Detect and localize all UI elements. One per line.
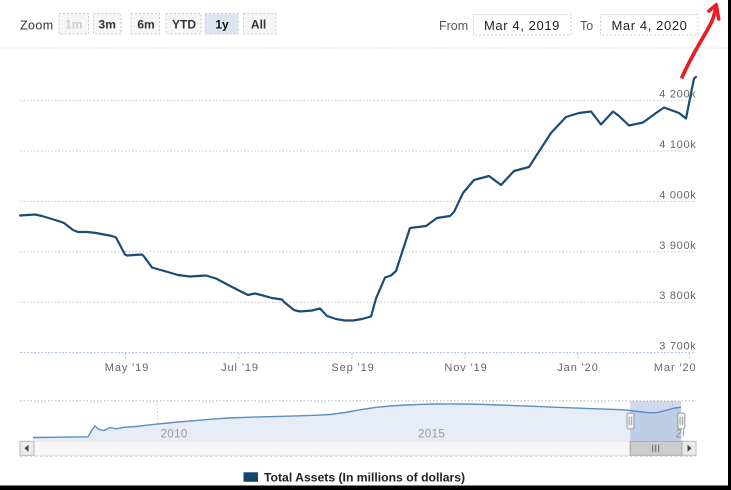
svg-text:1y: 1y <box>215 18 229 32</box>
svg-text:3 700k: 3 700k <box>659 341 696 353</box>
svg-text:3 800k: 3 800k <box>659 290 696 302</box>
svg-text:Zoom: Zoom <box>20 19 54 33</box>
svg-text:4 200k: 4 200k <box>659 89 696 101</box>
svg-text:Mar 4, 2020: Mar 4, 2020 <box>612 18 688 33</box>
svg-text:2015: 2015 <box>418 429 445 441</box>
svg-text:May '19: May '19 <box>105 362 149 374</box>
svg-text:4 000k: 4 000k <box>659 189 696 201</box>
svg-text:Jul '19: Jul '19 <box>221 362 259 374</box>
svg-text:3 900k: 3 900k <box>659 240 696 252</box>
svg-text:Mar '20: Mar '20 <box>654 362 697 374</box>
svg-text:To: To <box>580 19 593 33</box>
svg-text:3m: 3m <box>99 18 116 32</box>
svg-text:6m: 6m <box>137 18 154 32</box>
svg-text:4 100k: 4 100k <box>659 139 696 151</box>
svg-text:Mar 4, 2019: Mar 4, 2019 <box>484 18 560 33</box>
svg-text:2020: 2020 <box>676 429 703 441</box>
svg-text:YTD: YTD <box>172 18 196 32</box>
svg-text:Nov '19: Nov '19 <box>444 362 487 374</box>
svg-text:2010: 2010 <box>161 429 188 441</box>
svg-text:Total Assets (In millions of d: Total Assets (In millions of dollars) <box>264 471 465 485</box>
svg-text:All: All <box>251 18 266 32</box>
svg-text:Sep '19: Sep '19 <box>331 362 374 374</box>
svg-text:1m: 1m <box>65 18 82 32</box>
svg-text:Jan '20: Jan '20 <box>557 362 598 374</box>
svg-text:From: From <box>439 19 468 33</box>
